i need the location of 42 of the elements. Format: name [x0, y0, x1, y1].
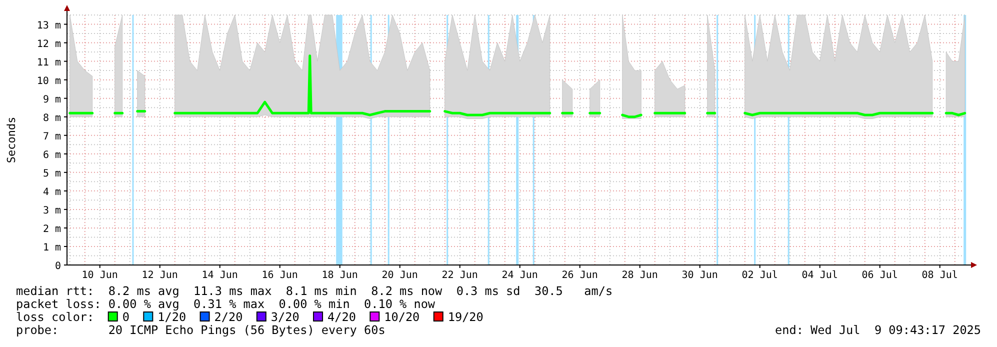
y-tick-label: 2 m [42, 224, 61, 235]
y-tick-label: 5 m [42, 168, 61, 180]
y-tick-label: 0 [54, 261, 61, 272]
y-tick-label: 9 m [42, 94, 61, 106]
text: end: Wed Jul 9 09:43:17 2025 [775, 323, 981, 337]
x-tick-label: 16 Jun [262, 270, 298, 281]
x-tick-label: 10 Jun [82, 270, 118, 281]
x-tick-label: 24 Jun [502, 270, 538, 281]
legend-title: loss color: [16, 310, 94, 324]
y-tick-label: 4 m [42, 186, 61, 198]
x-tick-label: 06 Jul [862, 270, 898, 281]
x-tick-label: 28 Jun [622, 270, 658, 281]
y-tick-label: 7 m [42, 131, 61, 142]
x-tick-label: 20 Jun [382, 270, 418, 281]
legend-label: 1/20 [158, 310, 186, 324]
y-tick-label: 6 m [42, 150, 61, 161]
legend-label: 2/20 [214, 310, 243, 324]
x-tick-label: 08 Jul [922, 270, 958, 281]
x-tick-label: 14 Jun [202, 270, 238, 281]
y-tick-label: 12 m [36, 38, 61, 50]
x-tick-label: 30 Jun [682, 270, 718, 281]
x-tick-label: 02 Jul [742, 270, 778, 281]
legend-label: 0 [122, 310, 130, 324]
text: median rtt: 8.2 ms avg 11.3 ms max 8.1 ms min 8.2 ms now 0.3 ms sd 30.5 am/s [16, 284, 613, 298]
y-tick-label: 13 m [36, 20, 61, 32]
y-tick-label: 8 m [42, 112, 61, 124]
x-tick-label: 18 Jun [322, 270, 358, 281]
legend-label: 3/20 [270, 310, 300, 324]
x-tick-label: 26 Jun [562, 270, 598, 281]
text: packet loss: 0.00 % avg 0.31 % max 0.00 % min 0.10 % now [16, 297, 436, 311]
legend-label: 19/20 [448, 310, 484, 324]
text: probe: 20 ICMP Echo Pings (56 Bytes) every 60s [16, 323, 386, 337]
y-tick-label: 10 m [36, 76, 61, 87]
y-axis-title: Seconds [5, 116, 18, 164]
y-tick-label: 11 m [36, 57, 61, 68]
x-tick-label: 12 Jun [142, 270, 178, 281]
y-tick-label: 3 m [42, 205, 61, 216]
x-tick-label: 22 Jun [442, 270, 478, 281]
y-tick-label: 1 m [42, 242, 61, 254]
x-tick-label: 04 Jul [802, 270, 838, 281]
legend-label: 4/20 [328, 310, 356, 324]
legend-label: 10/20 [384, 310, 420, 324]
